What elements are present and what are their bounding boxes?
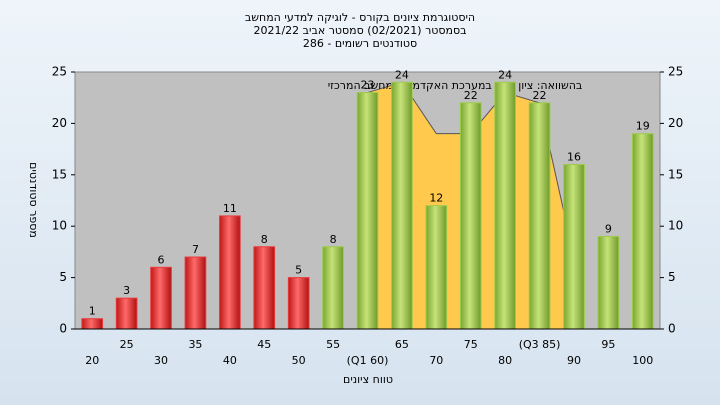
x-tick-label: 30 (154, 354, 168, 367)
x-tick-label: 95 (601, 338, 615, 351)
x-axis-label: טווח ציונים (343, 373, 393, 386)
value-label: 24 (395, 68, 409, 81)
value-label: 19 (636, 120, 650, 133)
x-tick-label: (Q1 60) (347, 354, 389, 367)
bar (391, 81, 413, 330)
title-line: בסמסטר (02/2021) סמסטר אביב 2021/22 (253, 24, 466, 37)
bar (219, 215, 241, 330)
value-label: 23 (361, 79, 375, 92)
y-tick-label-right: 25 (668, 65, 683, 79)
x-tick-label: 45 (257, 338, 271, 351)
y-tick-label: 5 (59, 270, 67, 284)
value-label: 7 (192, 243, 199, 256)
y-tick-label-right: 0 (668, 322, 676, 336)
bar (528, 102, 551, 330)
x-tick-label: (Q3 85) (519, 338, 561, 351)
x-tick-label: 50 (292, 354, 306, 367)
bar (184, 256, 207, 330)
x-tick-label: 80 (498, 354, 512, 367)
y-tick-label-right: 10 (668, 219, 683, 233)
title-line: סטודנטים רשומים - 286 (303, 37, 417, 50)
bar (287, 277, 310, 330)
bar (459, 102, 482, 330)
value-label: 22 (533, 89, 547, 102)
value-label: 12 (429, 192, 443, 205)
bar (563, 164, 585, 330)
x-tick-label: 90 (567, 354, 581, 367)
x-tick-label: 55 (326, 338, 340, 351)
bar (356, 92, 379, 330)
x-tick-label: 100 (632, 354, 653, 367)
y-tick-label: 25 (52, 65, 67, 79)
y-tick-label: 10 (52, 219, 67, 233)
x-tick-label: 70 (429, 354, 443, 367)
bar (597, 235, 620, 330)
y-tick-label: 15 (52, 167, 67, 181)
value-label: 9 (605, 222, 612, 235)
value-label: 1 (89, 305, 96, 318)
value-label: 5 (295, 264, 302, 277)
value-label: 11 (223, 202, 237, 215)
value-label: 3 (123, 284, 130, 297)
x-tick-label: 65 (395, 338, 409, 351)
x-tick-label: 20 (85, 354, 99, 367)
value-label: 6 (158, 253, 165, 266)
bar (115, 297, 138, 330)
value-label: 24 (498, 68, 512, 81)
bar (81, 318, 104, 330)
bar (425, 205, 448, 330)
y-tick-label: 20 (52, 116, 67, 130)
y-tick-label-right: 15 (668, 167, 683, 181)
x-tick-label: 40 (223, 354, 237, 367)
x-tick-label: 25 (120, 338, 134, 351)
title-line: היסטוגרמת ציונים בקורס - לוגיקה למדעי המ… (245, 11, 475, 24)
x-tick-label: 35 (188, 338, 202, 351)
value-label: 8 (330, 233, 337, 246)
bar (150, 266, 172, 330)
bar (322, 246, 344, 330)
bar (253, 246, 276, 330)
y-tick-label: 0 (59, 322, 67, 336)
bar (494, 81, 516, 330)
value-label: 8 (261, 233, 268, 246)
value-label: 16 (567, 151, 581, 164)
y-axis-label: מספר סטודנטים (27, 162, 40, 238)
bar (631, 133, 654, 330)
x-tick-label: 75 (464, 338, 478, 351)
y-tick-label-right: 20 (668, 116, 683, 130)
y-tick-label-right: 5 (668, 270, 676, 284)
value-label: 22 (464, 89, 478, 102)
